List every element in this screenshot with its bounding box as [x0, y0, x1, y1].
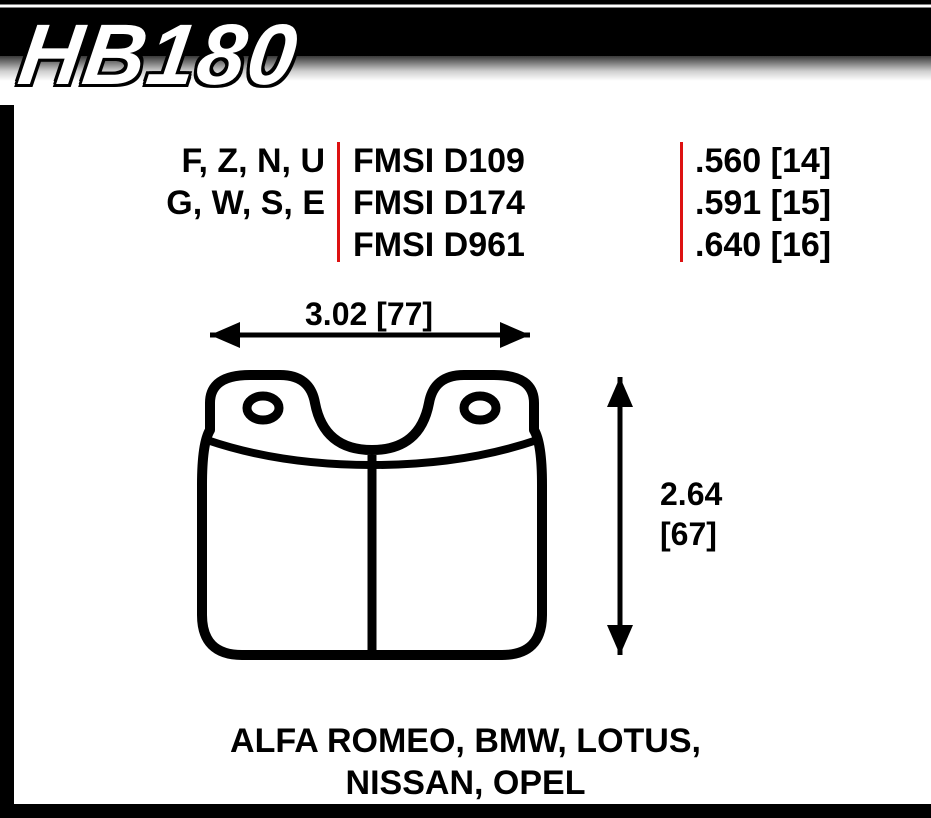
- fmsi-line: FMSI D961: [353, 224, 613, 266]
- compounds-col: F, Z, N, U G, W, S, E: [95, 140, 325, 224]
- thickness-col: .560 [14] .591 [15] .640 [16]: [695, 140, 885, 266]
- header-bar: HB180: [0, 0, 931, 108]
- pad-diagram: 3.02 [77] 2.64 [67]: [150, 295, 830, 715]
- height-label-bot: [67]: [660, 516, 717, 552]
- thickness-line: .640 [16]: [695, 224, 885, 266]
- width-dimension: 3.02 [77]: [210, 296, 530, 348]
- width-label: 3.02 [77]: [305, 296, 433, 332]
- applications: ALFA ROMEO, BMW, LOTUS, NISSAN, OPEL: [0, 720, 931, 804]
- applications-line: ALFA ROMEO, BMW, LOTUS,: [0, 720, 931, 762]
- brake-pad-icon: [202, 375, 542, 655]
- height-dimension: 2.64 [67]: [607, 377, 722, 655]
- thickness-line: .560 [14]: [695, 140, 885, 182]
- applications-line: NISSAN, OPEL: [0, 762, 931, 804]
- thickness-line: .591 [15]: [695, 182, 885, 224]
- compounds-line: G, W, S, E: [95, 182, 325, 224]
- compounds-line: F, Z, N, U: [95, 140, 325, 182]
- column-divider: [680, 142, 683, 262]
- fmsi-line: FMSI D174: [353, 182, 613, 224]
- spec-columns: F, Z, N, U G, W, S, E FMSI D109 FMSI D17…: [95, 140, 885, 270]
- page: HB180 F, Z, N, U G, W, S, E FMSI D109 FM…: [0, 0, 931, 818]
- fmsi-line: FMSI D109: [353, 140, 613, 182]
- column-divider: [337, 142, 340, 262]
- height-label-top: 2.64: [660, 476, 722, 512]
- part-number: HB180: [13, 6, 305, 105]
- fmsi-col: FMSI D109 FMSI D174 FMSI D961: [353, 140, 613, 266]
